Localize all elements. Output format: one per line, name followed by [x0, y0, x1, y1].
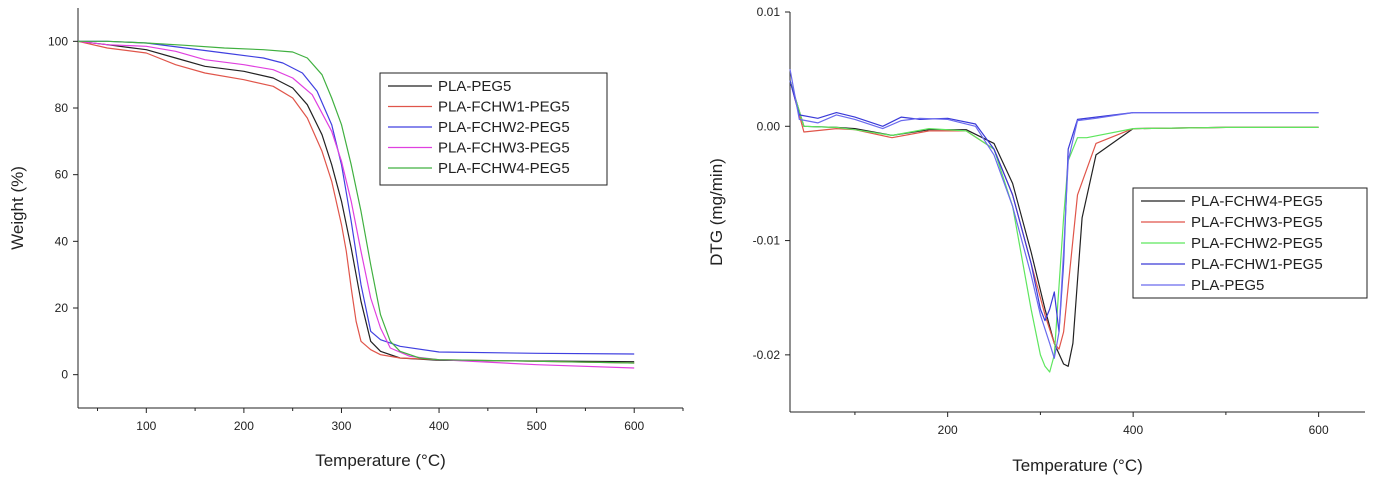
- y-axis-title: DTG (mg/min): [707, 158, 726, 266]
- y-tick-label: 80: [55, 101, 69, 115]
- legend-entry: PLA-FCHW2-PEG5: [1191, 235, 1323, 252]
- y-tick-label: 20: [55, 301, 69, 315]
- y-tick-label: 0: [61, 368, 68, 382]
- series-line-5: [789, 68, 1319, 359]
- series-line-3: [789, 80, 1319, 373]
- x-tick-label: 400: [1123, 423, 1143, 437]
- legend-box: [379, 72, 608, 186]
- x-tick-label: 400: [429, 419, 449, 433]
- series-line-1: [789, 80, 1319, 367]
- legend-entry: PLA-FCHW1-PEG5: [438, 99, 570, 116]
- y-tick-label: 40: [55, 234, 69, 248]
- x-tick-label: 500: [527, 419, 547, 433]
- legend-entry: PLA-PEG5: [1191, 277, 1264, 294]
- x-tick-label: 200: [938, 423, 958, 437]
- series-line-5: [78, 40, 635, 364]
- x-axis-title: Temperature (°C): [315, 451, 446, 470]
- legend-entry: PLA-FCHW4-PEG5: [1191, 193, 1323, 210]
- y-tick-label: -0.01: [753, 234, 781, 248]
- legend-entry: PLA-FCHW3-PEG5: [438, 140, 570, 157]
- legend-entry: PLA-FCHW4-PEG5: [438, 160, 570, 177]
- x-tick-label: 200: [234, 419, 254, 433]
- legend-entry: PLA-FCHW1-PEG5: [1191, 256, 1323, 273]
- y-tick-label: 100: [48, 34, 68, 48]
- x-tick-label: 600: [1309, 423, 1329, 437]
- x-axis-title: Temperature (°C): [1012, 456, 1143, 475]
- chart-1: 100 200 300 400 500 600 0 20 40 60 80 100 Temperatur…: [8, 8, 684, 470]
- y-axis-title: Weight (%): [8, 166, 27, 250]
- series-line-3: [78, 40, 635, 355]
- series-line-2: [77, 40, 635, 364]
- y-tick-label: -0.02: [753, 348, 781, 362]
- legend-entry: PLA-FCHW2-PEG5: [438, 119, 570, 136]
- x-tick-label: 300: [331, 419, 351, 433]
- series-line-4: [77, 40, 635, 369]
- series-line-4: [789, 80, 1319, 333]
- x-tick-label: 600: [624, 419, 644, 433]
- legend-entry: PLA-PEG5: [438, 78, 511, 95]
- legend: PLA-FCHW4-PEG5 PLA-FCHW3-PEG5 PLA-FCHW2-PE…: [1132, 187, 1368, 299]
- legend-entry: PLA-FCHW3-PEG5: [1191, 214, 1323, 231]
- y-tick-label: 0.01: [757, 5, 781, 19]
- y-tick-label: 0.00: [757, 119, 781, 133]
- chart-2: 200 400 600 0.01 0.00 -0.01 -0.02 Temperature (…: [707, 5, 1368, 475]
- x-tick-label: 100: [136, 419, 156, 433]
- legend: PLA-PEG5 PLA-FCHW1-PEG5 PLA-FCHW2-PEG5 PLA-…: [379, 72, 608, 186]
- y-tick-label: 60: [55, 168, 69, 182]
